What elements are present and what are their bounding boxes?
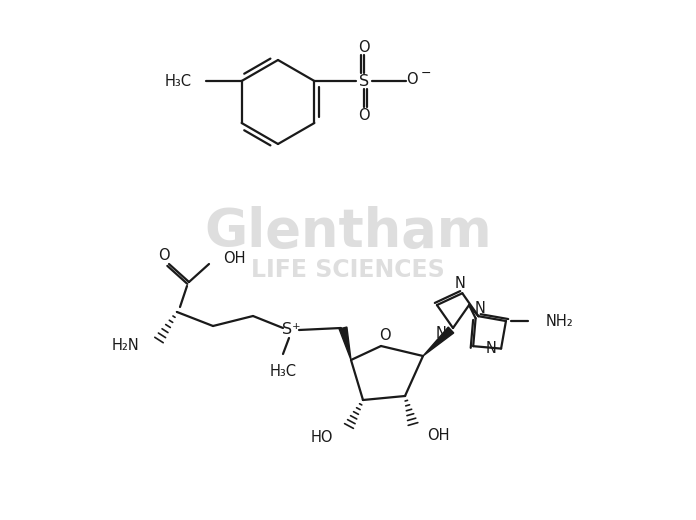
Text: H₂N: H₂N — [111, 337, 139, 353]
Text: −: − — [421, 67, 432, 80]
Polygon shape — [423, 327, 454, 356]
Text: N: N — [436, 326, 446, 341]
Text: O: O — [358, 108, 370, 123]
Text: OH: OH — [427, 428, 450, 444]
Text: Glentham: Glentham — [204, 206, 492, 258]
Text: O: O — [358, 40, 370, 55]
Text: O: O — [158, 248, 170, 263]
Text: LIFE SCIENCES: LIFE SCIENCES — [251, 258, 445, 282]
Polygon shape — [339, 327, 351, 360]
Text: N: N — [474, 301, 485, 316]
Text: S⁺: S⁺ — [282, 322, 300, 337]
Text: H₃C: H₃C — [269, 365, 296, 380]
Text: H₃C: H₃C — [165, 73, 191, 88]
Text: HO: HO — [310, 431, 333, 446]
Text: S: S — [359, 73, 370, 88]
Text: O: O — [379, 329, 391, 344]
Text: OH: OH — [223, 251, 246, 266]
Text: N: N — [455, 276, 466, 291]
Text: O: O — [406, 72, 418, 86]
Text: N: N — [486, 341, 496, 356]
Text: NH₂: NH₂ — [546, 314, 574, 329]
